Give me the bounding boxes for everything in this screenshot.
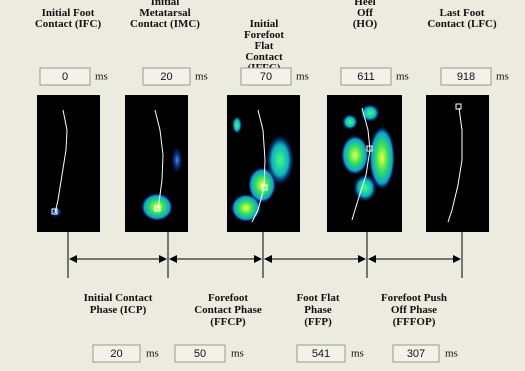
- phase-title: Forefoot: [208, 292, 248, 304]
- unit-label: ms: [195, 71, 208, 83]
- unit-label: ms: [146, 348, 159, 360]
- event-title: Contact (IFC): [35, 18, 102, 30]
- phase-title: Foot Flat: [296, 292, 339, 304]
- value-text: 307: [407, 348, 425, 360]
- event-title: (HO): [353, 18, 378, 30]
- phase-title: Phase: [304, 304, 332, 316]
- phase-title: Phase (ICP): [90, 304, 147, 316]
- event-title: Contact (LFC): [427, 18, 497, 30]
- value-text: 20: [110, 348, 122, 360]
- phase-title: Off Phase: [391, 304, 437, 316]
- value-text: 50: [194, 348, 206, 360]
- unit-label: ms: [351, 348, 364, 360]
- phase-title: (FFFOP): [393, 316, 436, 328]
- unit-label: ms: [496, 71, 509, 83]
- foot-image: [426, 95, 489, 232]
- phase-title: Initial Contact: [84, 292, 153, 304]
- value-text: 0: [62, 71, 68, 83]
- unit-label: ms: [445, 348, 458, 360]
- panel-canvas: Initial FootContact (IFC)0msInitialMetat…: [0, 0, 525, 371]
- value-text: 541: [312, 348, 330, 360]
- value-text: 20: [160, 71, 172, 83]
- unit-label: ms: [396, 71, 409, 83]
- event-title: Contact (IMC): [130, 18, 200, 30]
- unit-label: ms: [95, 71, 108, 83]
- value-text: 70: [260, 71, 272, 83]
- timeline: [68, 232, 462, 278]
- phase-title: Forefoot Push: [381, 292, 447, 304]
- gait-panel: Initial FootContact (IFC)0msInitialMetat…: [0, 0, 525, 371]
- phase-title: (FFP): [304, 316, 332, 328]
- value-text: 918: [457, 71, 475, 83]
- foot-image: [327, 95, 402, 232]
- foot-image: [37, 95, 100, 232]
- foot-image: [227, 95, 300, 232]
- phase-title: Contact Phase: [194, 304, 262, 316]
- phase-title: (FFCP): [210, 316, 246, 328]
- unit-label: ms: [231, 348, 244, 360]
- foot-image: [125, 95, 188, 232]
- unit-label: ms: [296, 71, 309, 83]
- value-text: 611: [357, 71, 375, 83]
